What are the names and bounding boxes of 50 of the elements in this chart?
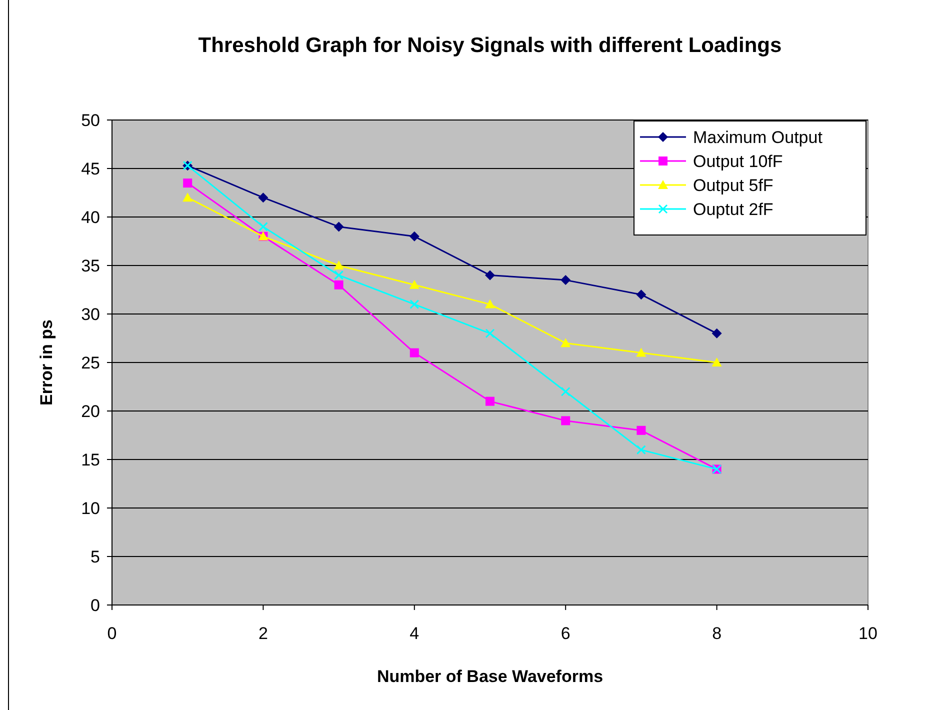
y-tick-label: 10: [81, 498, 100, 518]
point: [712, 328, 722, 338]
point: [334, 222, 344, 232]
legend-label: Maximum Output: [693, 128, 823, 147]
x-tick-label: 6: [560, 624, 570, 643]
y-tick-label: 45: [81, 159, 100, 178]
point: [334, 280, 344, 290]
x-tick-label: 10: [858, 624, 878, 643]
y-axis-title: Error in ps: [37, 320, 56, 406]
point: [485, 270, 495, 280]
x-axis-title: Number of Base Waveforms: [376, 667, 604, 686]
point: [486, 396, 494, 406]
x-tick-label: 2: [258, 624, 268, 643]
point: [712, 358, 722, 366]
y-tick-label: 0: [90, 596, 100, 615]
point: [560, 386, 570, 396]
point: [409, 231, 420, 242]
point: [182, 192, 193, 202]
y-tick-label: 25: [81, 353, 100, 372]
point: [485, 328, 495, 338]
point: [636, 290, 646, 300]
x-tick-label: 8: [712, 624, 722, 643]
x-tick-label: 4: [410, 624, 420, 643]
point: [560, 338, 571, 348]
x-tick-label: 0: [107, 624, 117, 643]
point: [636, 426, 646, 435]
y-tick-label: 40: [81, 208, 100, 227]
y-tick-label: 35: [81, 256, 100, 276]
point: [258, 222, 268, 232]
point: [258, 192, 268, 203]
legend-label: Output 5fF: [693, 176, 774, 195]
y-tick-label: 50: [81, 110, 100, 130]
point: [561, 416, 570, 426]
point: [485, 299, 495, 308]
point: [560, 275, 571, 286]
legend-label: Output 10fF: [693, 152, 783, 171]
point: [334, 270, 344, 280]
y-tick-label: 5: [90, 547, 100, 566]
point: [409, 280, 420, 289]
point: [636, 445, 646, 455]
y-tick-label: 30: [81, 304, 100, 324]
y-tick-label: 20: [81, 402, 100, 421]
point: [334, 260, 344, 270]
point: [636, 348, 646, 357]
y-tick-label: 15: [81, 450, 100, 470]
point: [410, 300, 420, 310]
point: [183, 178, 192, 188]
chart-title: Threshold Graph for Noisy Signals with different Loadings: [198, 34, 782, 57]
point: [410, 348, 419, 358]
legend-label: Ouptut 2fF: [693, 200, 774, 219]
